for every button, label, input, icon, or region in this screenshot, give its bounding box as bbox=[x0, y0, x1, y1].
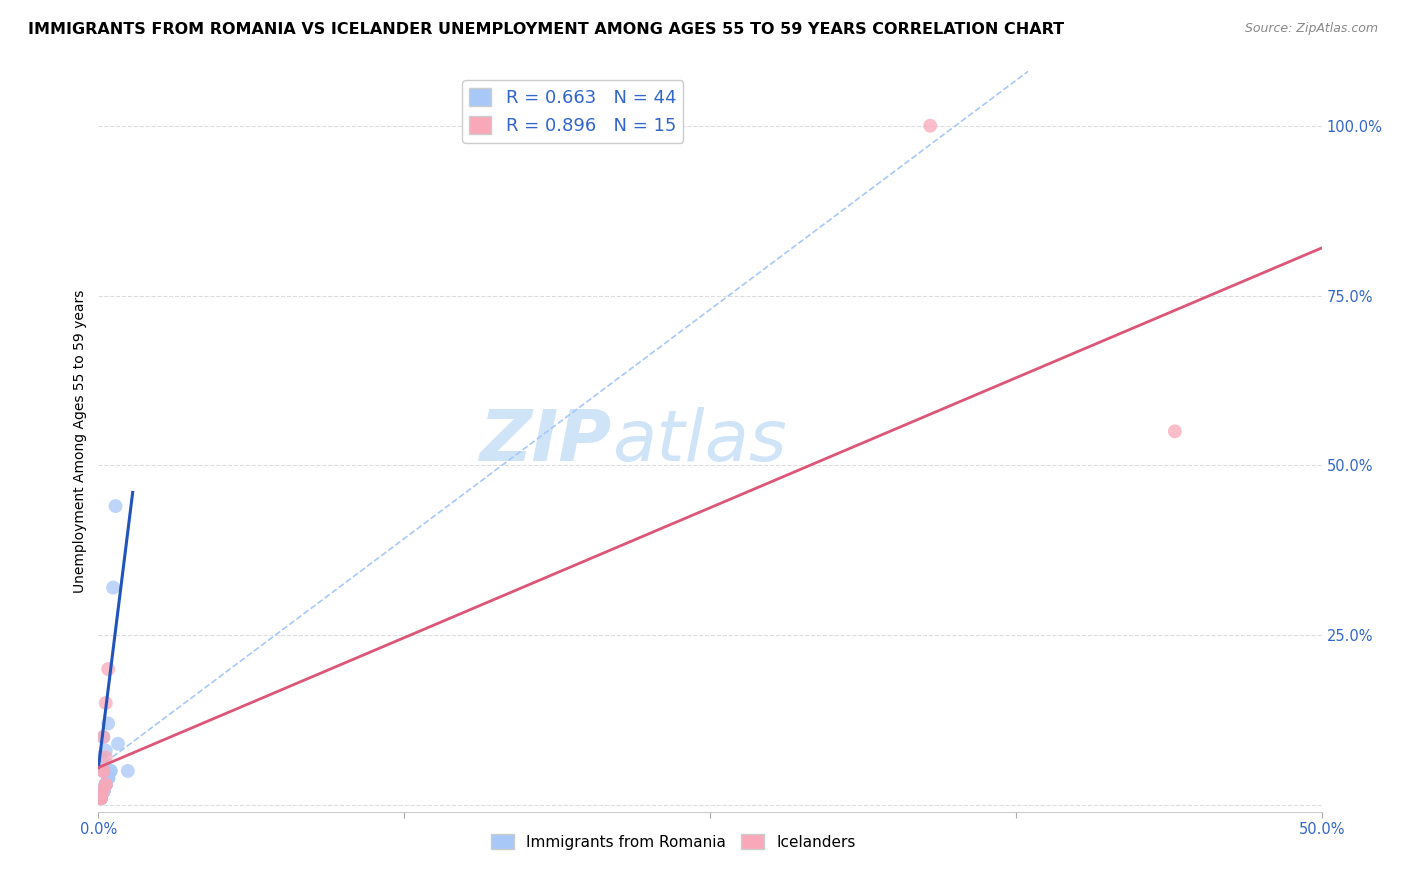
Point bbox=[90, 791, 112, 805]
Point bbox=[90, 791, 112, 805]
Point bbox=[94, 778, 117, 792]
Point bbox=[101, 581, 124, 595]
Point bbox=[94, 778, 117, 792]
Point bbox=[100, 764, 122, 778]
Point bbox=[90, 791, 112, 805]
Point bbox=[97, 771, 120, 785]
Point bbox=[94, 778, 117, 792]
Point bbox=[97, 771, 120, 785]
Point bbox=[91, 784, 114, 798]
Point bbox=[91, 784, 114, 798]
Point bbox=[90, 791, 112, 805]
Point bbox=[91, 784, 114, 798]
Point bbox=[1164, 425, 1187, 439]
Text: Source: ZipAtlas.com: Source: ZipAtlas.com bbox=[1244, 22, 1378, 36]
Point bbox=[94, 778, 117, 792]
Point bbox=[91, 784, 114, 798]
Point bbox=[94, 778, 117, 792]
Point bbox=[90, 791, 112, 805]
Point bbox=[90, 791, 112, 805]
Point bbox=[91, 784, 114, 798]
Text: atlas: atlas bbox=[612, 407, 787, 476]
Point bbox=[91, 784, 114, 798]
Point bbox=[94, 778, 117, 792]
Point bbox=[97, 716, 120, 731]
Point bbox=[97, 771, 120, 785]
Point bbox=[117, 764, 139, 778]
Point bbox=[94, 750, 117, 764]
Point bbox=[94, 778, 117, 792]
Point bbox=[91, 784, 114, 798]
Point bbox=[90, 791, 112, 805]
Point bbox=[91, 764, 114, 778]
Point bbox=[94, 778, 117, 792]
Point bbox=[91, 784, 114, 798]
Point bbox=[90, 791, 112, 805]
Point bbox=[91, 764, 114, 778]
Point bbox=[107, 737, 129, 751]
Point bbox=[91, 730, 114, 744]
Y-axis label: Unemployment Among Ages 55 to 59 years: Unemployment Among Ages 55 to 59 years bbox=[73, 290, 87, 593]
Legend: Immigrants from Romania, Icelanders: Immigrants from Romania, Icelanders bbox=[485, 828, 862, 856]
Point bbox=[94, 778, 117, 792]
Point bbox=[91, 764, 114, 778]
Point bbox=[91, 784, 114, 798]
Point bbox=[90, 791, 112, 805]
Point bbox=[920, 119, 942, 133]
Text: IMMIGRANTS FROM ROMANIA VS ICELANDER UNEMPLOYMENT AMONG AGES 55 TO 59 YEARS CORR: IMMIGRANTS FROM ROMANIA VS ICELANDER UNE… bbox=[28, 22, 1064, 37]
Point bbox=[90, 791, 112, 805]
Point bbox=[97, 662, 120, 676]
Point bbox=[94, 743, 117, 757]
Point bbox=[94, 696, 117, 710]
Point bbox=[90, 750, 112, 764]
Point bbox=[94, 778, 117, 792]
Point bbox=[91, 784, 114, 798]
Text: ZIP: ZIP bbox=[479, 407, 612, 476]
Point bbox=[91, 730, 114, 744]
Point bbox=[97, 771, 120, 785]
Point bbox=[90, 791, 112, 805]
Point bbox=[104, 499, 127, 513]
Point bbox=[90, 784, 112, 798]
Point bbox=[91, 784, 114, 798]
Point bbox=[100, 764, 122, 778]
Point bbox=[90, 791, 112, 805]
Point bbox=[94, 778, 117, 792]
Point bbox=[97, 771, 120, 785]
